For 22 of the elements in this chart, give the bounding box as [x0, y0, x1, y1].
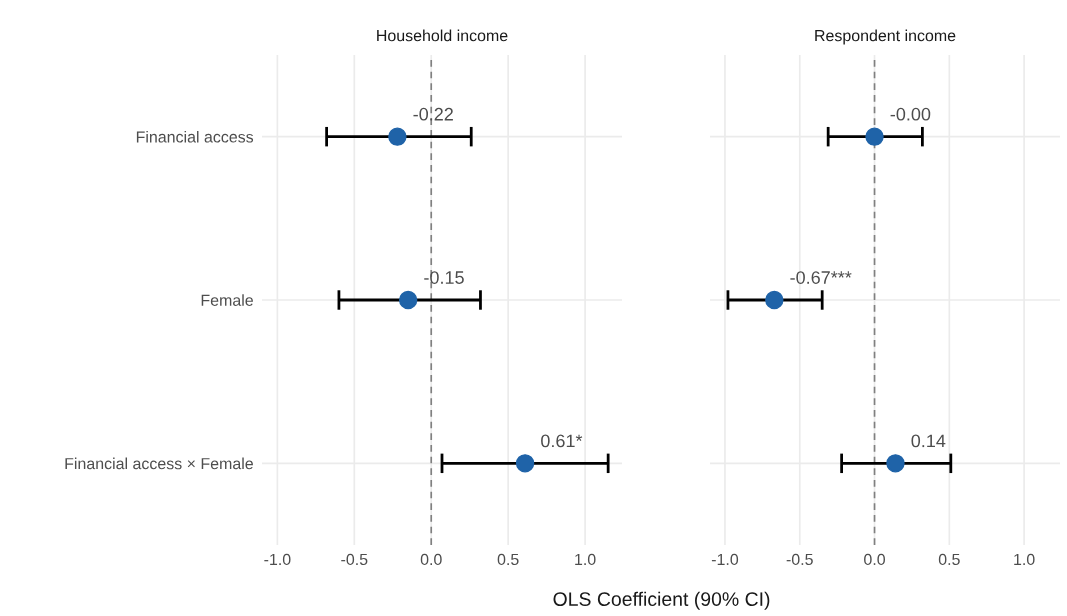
x-tick-label: -1.0 — [264, 553, 291, 566]
x-tick-label: 0.0 — [864, 553, 886, 566]
chart-title: Household income — [377, 29, 508, 42]
data-label: -0.67*** — [790, 271, 852, 284]
chart-title: Respondent income — [815, 29, 956, 45]
data-label: -0.00 — [890, 107, 931, 121]
x-tick-label: 0.0 — [420, 553, 442, 566]
data-label: 0.61* — [541, 434, 583, 448]
y-tick-label: Financial access × Female — [65, 457, 253, 470]
x-tick-label: -0.5 — [341, 553, 368, 566]
data-label: -0.22 — [413, 107, 453, 121]
x-tick-label: -0.5 — [786, 553, 813, 566]
data-label: 0.14 — [911, 434, 946, 448]
x-tick-label: 0.5 — [938, 553, 960, 566]
y-tick-label: Female — [201, 294, 253, 306]
x-tick-label: 0.5 — [497, 553, 519, 566]
x-tick-label: 1.0 — [575, 553, 596, 566]
data-label: -0.15 — [424, 271, 464, 284]
y-tick-label: Financial access — [136, 130, 254, 143]
x-axis-title: OLS Coefficient (90% CI) — [553, 591, 770, 610]
x-tick-label: -1.0 — [711, 553, 739, 566]
x-tick-label: 1.0 — [1014, 553, 1035, 566]
